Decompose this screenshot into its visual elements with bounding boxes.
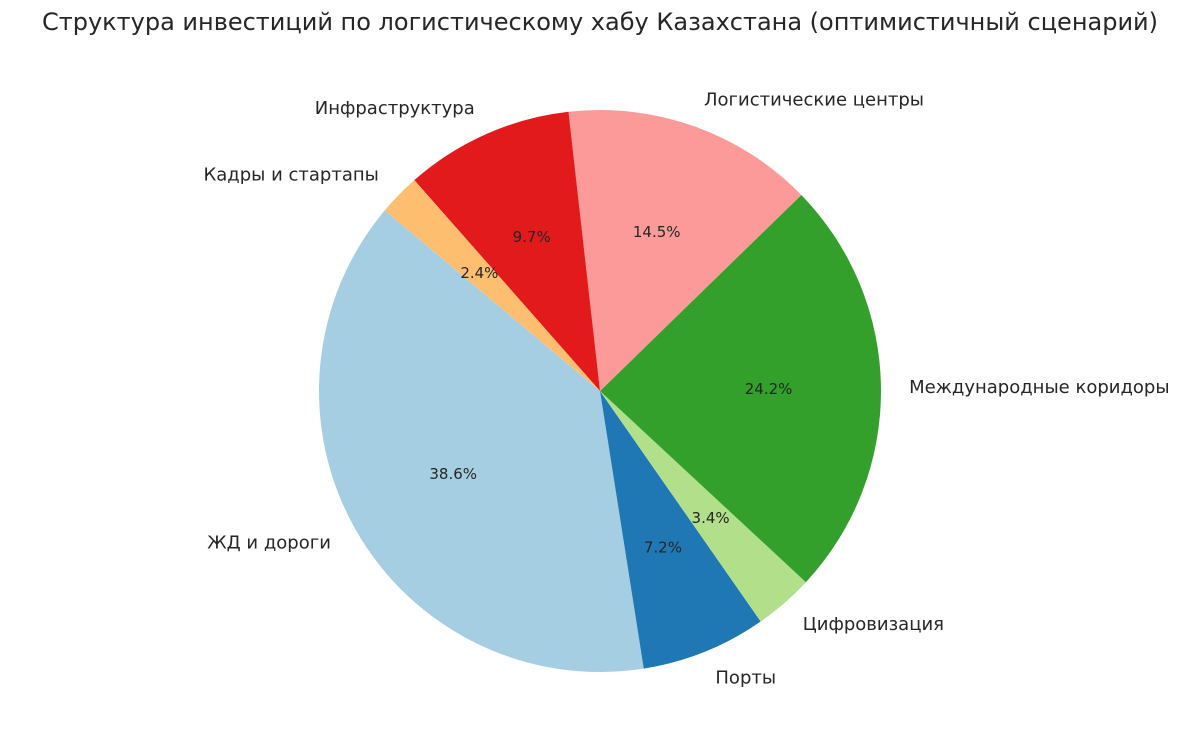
pie-slice-label-2: Цифровизация	[803, 614, 944, 635]
pie-slice-percent-1: 7.2%	[644, 538, 682, 556]
pie-slice-label-5: Инфраструктура	[315, 98, 475, 119]
pie-slice-label-1: Порты	[715, 667, 776, 688]
pie-slice-percent-2: 3.4%	[692, 509, 730, 527]
pie-slice-6	[384, 180, 600, 391]
pie-slice-1	[600, 391, 761, 669]
chart-title: Структура инвестиций по логистическому х…	[41, 8, 1159, 36]
pie-slice-0	[318, 210, 644, 672]
pie-slice-label-6: Кадры и стартапы	[203, 165, 378, 186]
pie-labels: 38.6% ЖД и дороги 7.2% Порты 3.4% Цифровизаци…	[203, 89, 1169, 688]
pie-slice-percent-0: 38.6%	[429, 465, 477, 483]
pie-slice-percent-5: 9.7%	[513, 228, 551, 246]
pie-slice-3	[600, 194, 881, 583]
pie-slices	[318, 109, 881, 672]
pie-slice-label-3: Международные коридоры	[909, 377, 1169, 398]
pie-slice-label-4: Логистические центры	[704, 89, 924, 110]
pie-slice-percent-6: 2.4%	[460, 264, 498, 282]
pie-slice-percent-4: 14.5%	[633, 223, 681, 241]
pie-slice-2	[600, 391, 806, 622]
pie-slice-5	[414, 111, 600, 392]
pie-slice-percent-3: 24.2%	[745, 380, 793, 398]
pie-slice-4	[568, 109, 802, 391]
pie-slice-label-0: ЖД и дороги	[207, 533, 331, 554]
